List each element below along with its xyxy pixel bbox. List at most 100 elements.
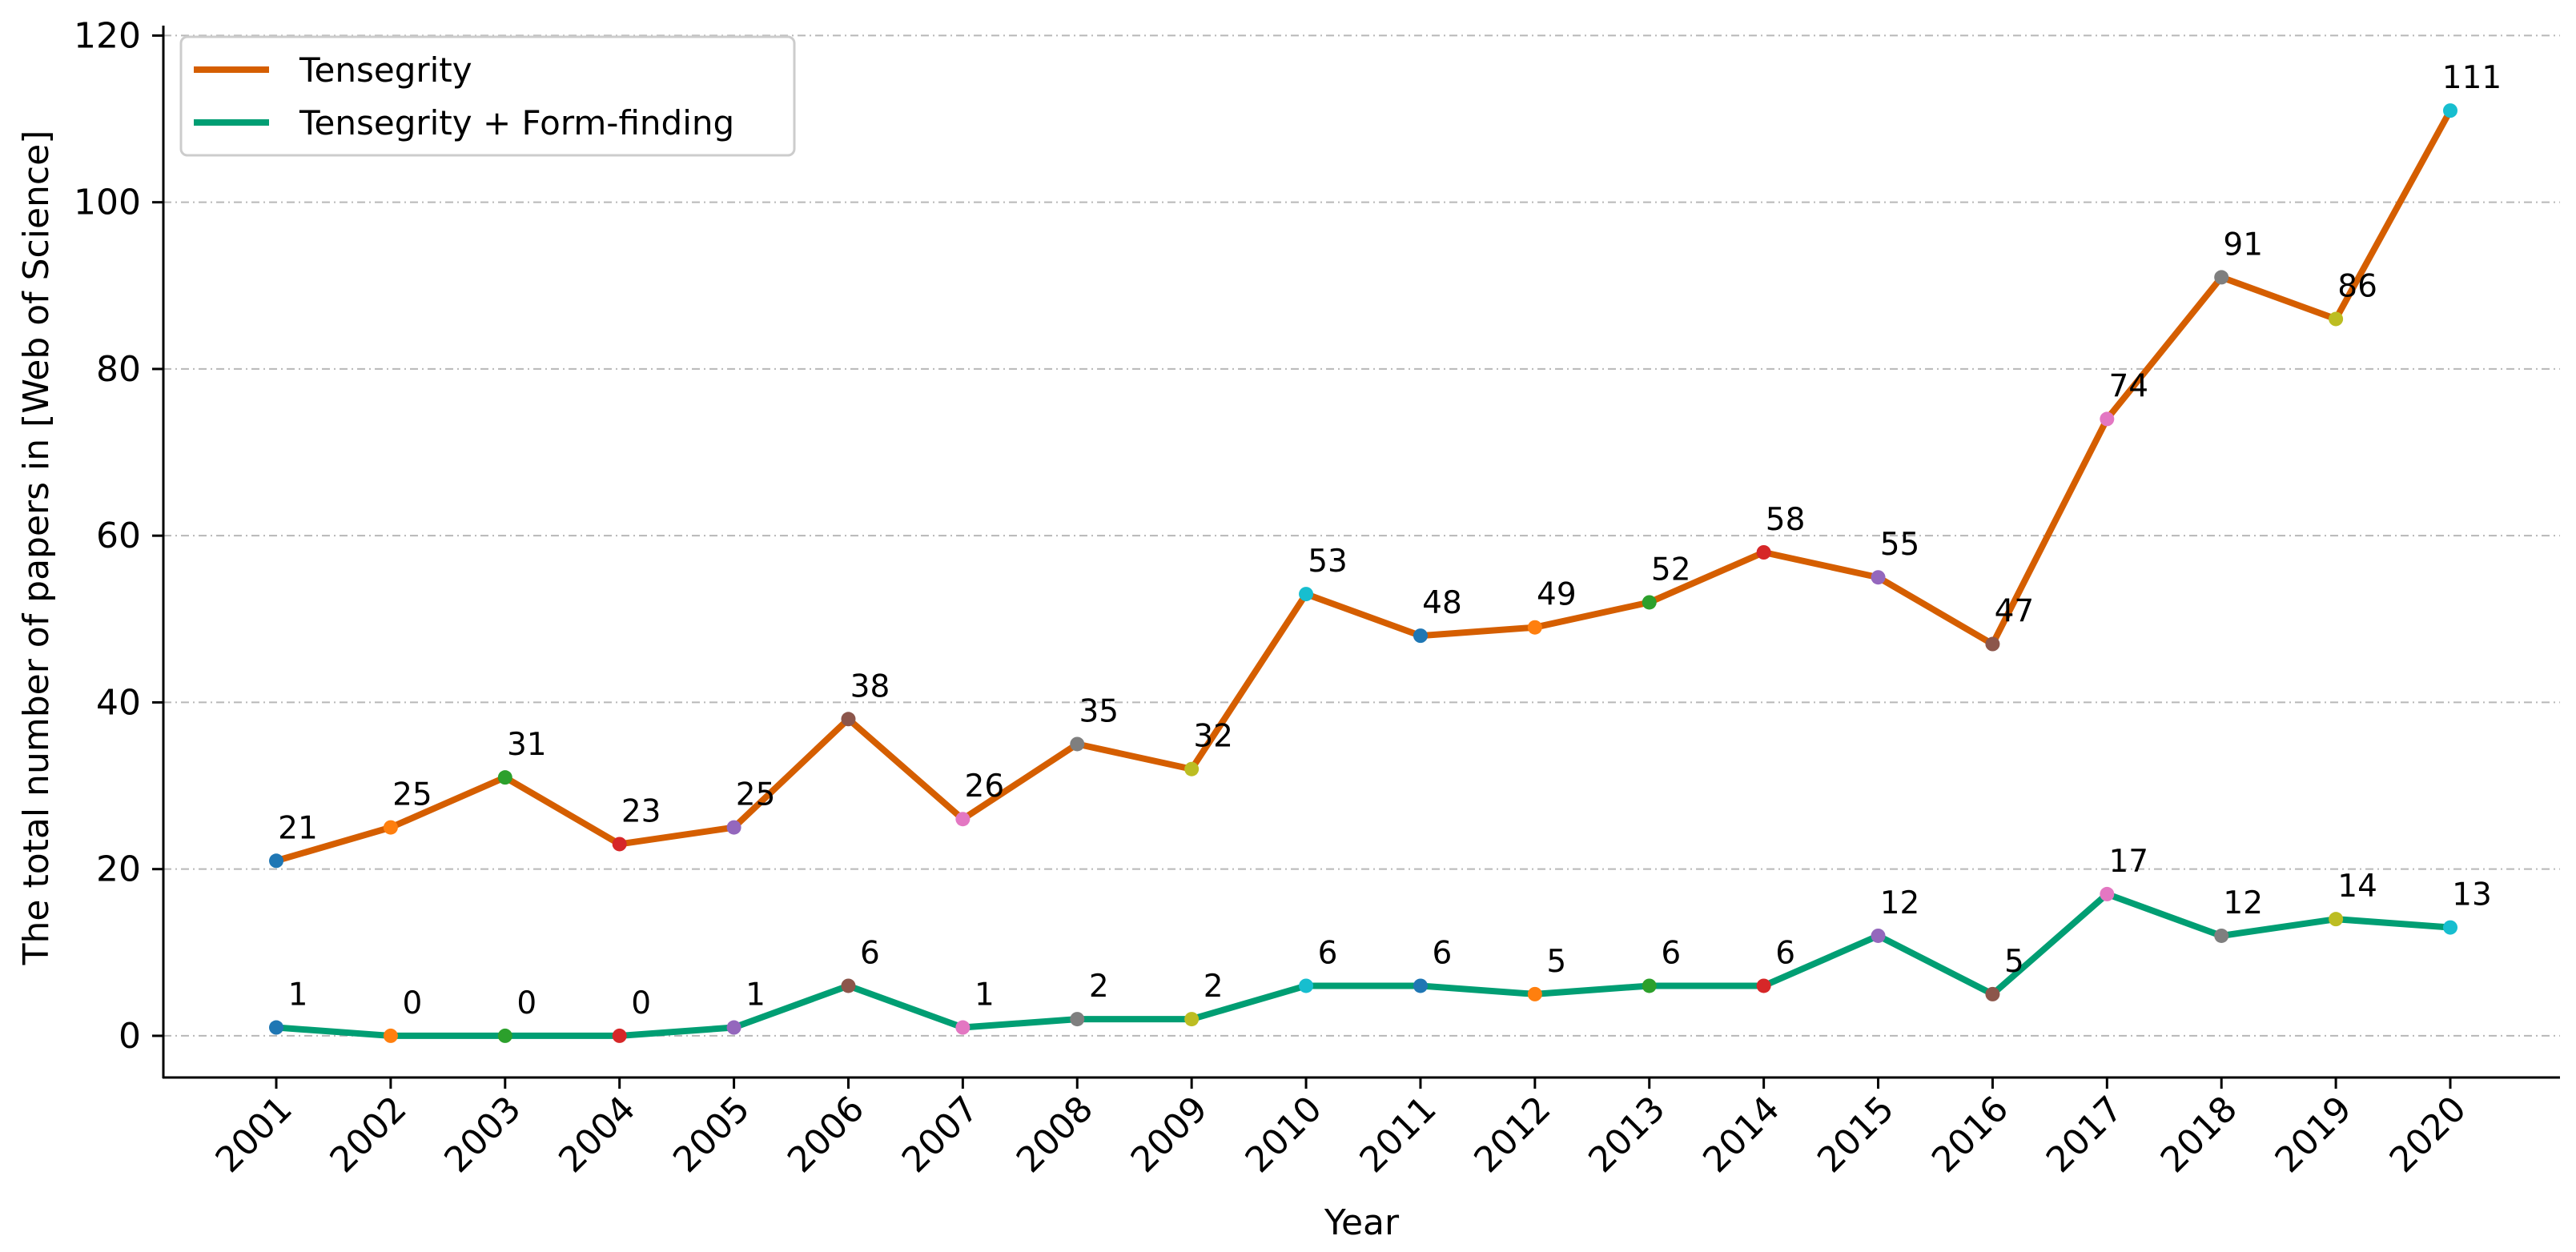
- data-label-tensegrity: 58: [1766, 502, 1806, 538]
- data-label-tensegrity: 31: [507, 727, 547, 763]
- data-label-tensegrity-form-finding: 0: [631, 985, 651, 1021]
- data-point-tensegrity-form-finding: [2100, 886, 2115, 901]
- y-tick-label: 0: [119, 1016, 141, 1057]
- data-label-tensegrity: 91: [2223, 227, 2263, 263]
- data-label-tensegrity-form-finding: 1: [745, 977, 766, 1013]
- x-tick-label: 2012: [1466, 1089, 1558, 1181]
- data-point-tensegrity-form-finding: [1642, 978, 1657, 993]
- y-tick-label: 80: [96, 349, 141, 390]
- x-tick-label: 2005: [665, 1089, 758, 1181]
- legend: Tensegrity Tensegrity + Form-finding: [179, 35, 796, 157]
- data-label-tensegrity-form-finding: 6: [1433, 935, 1453, 971]
- series: [269, 103, 2457, 1043]
- data-label-tensegrity: 26: [965, 768, 1005, 805]
- x-tick-label: 2013: [1581, 1089, 1673, 1181]
- data-label-tensegrity-form-finding: 17: [2108, 844, 2148, 880]
- y-tick-label: 100: [74, 183, 141, 223]
- data-point-tensegrity: [1070, 736, 1085, 752]
- data-point-tensegrity: [955, 812, 971, 827]
- data-point-tensegrity-form-finding: [497, 1028, 512, 1043]
- data-label-tensegrity-form-finding: 5: [1546, 944, 1566, 980]
- y-tick-label: 120: [74, 15, 141, 56]
- data-point-tensegrity-form-finding: [612, 1028, 627, 1043]
- data-point-tensegrity-form-finding: [1756, 978, 1771, 993]
- data-point-tensegrity: [1871, 570, 1886, 585]
- data-label-tensegrity: 23: [621, 793, 661, 829]
- x-tick-label: 2001: [208, 1089, 300, 1181]
- data-point-tensegrity-form-finding: [2214, 928, 2229, 943]
- x-tick-label: 2018: [2153, 1089, 2245, 1181]
- x-tick-label: 2008: [1009, 1089, 1101, 1181]
- data-point-tensegrity-form-finding: [1413, 978, 1428, 993]
- data-point-tensegrity: [612, 837, 627, 852]
- x-tick-label: 2017: [2039, 1089, 2131, 1181]
- data-point-tensegrity-form-finding: [1527, 986, 1542, 1001]
- x-axis-title: Year: [1324, 1202, 1400, 1243]
- data-label-tensegrity: 35: [1079, 693, 1119, 729]
- data-point-tensegrity: [2214, 270, 2229, 285]
- x-tick-label: 2002: [322, 1089, 414, 1181]
- x-tick-label: 2009: [1123, 1089, 1216, 1181]
- data-label-tensegrity-form-finding: 6: [1661, 935, 1681, 971]
- data-label-tensegrity: 86: [2337, 268, 2377, 304]
- data-label-tensegrity: 55: [1880, 527, 1920, 563]
- data-point-tensegrity-form-finding: [269, 1020, 283, 1035]
- legend-label-tensegrity: Tensegrity: [299, 50, 472, 90]
- x-tick-label: 2006: [780, 1089, 872, 1181]
- data-label-tensegrity: 52: [1651, 552, 1691, 588]
- data-point-tensegrity: [383, 820, 398, 835]
- data-label-tensegrity: 49: [1537, 577, 1577, 613]
- x-tick-label: 2004: [551, 1089, 643, 1181]
- data-point-tensegrity: [269, 853, 283, 869]
- data-label-tensegrity: 32: [1193, 719, 1233, 755]
- data-point-tensegrity: [726, 820, 741, 835]
- x-tick-label: 2010: [1238, 1089, 1330, 1181]
- x-tick-label: 2016: [1924, 1089, 2016, 1181]
- data-point-tensegrity: [2100, 411, 2115, 427]
- data-label-tensegrity-form-finding: 0: [516, 985, 536, 1021]
- x-tick-label: 2003: [436, 1089, 528, 1181]
- data-point-tensegrity-form-finding: [2443, 920, 2457, 935]
- data-point-tensegrity-form-finding: [1299, 978, 1314, 993]
- data-point-tensegrity-form-finding: [1871, 928, 1886, 943]
- legend-label-tensegrity-form-finding: Tensegrity + Form-finding: [299, 103, 734, 142]
- x-tick-label: 2015: [1810, 1089, 1902, 1181]
- data-label-tensegrity: 111: [2442, 60, 2502, 96]
- data-point-tensegrity: [1413, 628, 1428, 644]
- data-point-tensegrity-form-finding: [955, 1020, 971, 1035]
- data-label-tensegrity: 47: [1995, 594, 2035, 630]
- data-point-tensegrity: [1527, 620, 1542, 635]
- data-point-tensegrity: [1756, 545, 1771, 560]
- data-point-tensegrity-form-finding: [1985, 986, 2000, 1001]
- data-label-tensegrity-form-finding: 6: [860, 935, 880, 971]
- data-label-tensegrity: 21: [278, 810, 318, 846]
- data-point-tensegrity: [497, 770, 512, 785]
- x-tick-label: 2014: [1695, 1089, 1787, 1181]
- legend-frame: [179, 35, 796, 157]
- data-label-tensegrity-form-finding: 2: [1204, 969, 1224, 1005]
- x-tick-label: 2011: [1352, 1089, 1444, 1181]
- data-point-tensegrity: [2443, 103, 2457, 118]
- data-point-tensegrity: [841, 712, 856, 727]
- x-tick-label: 2007: [894, 1089, 987, 1181]
- data-point-tensegrity-form-finding: [1184, 1012, 1200, 1027]
- data-point-tensegrity: [1299, 587, 1314, 602]
- y-tick-label: 40: [96, 682, 141, 723]
- data-label-tensegrity: 74: [2108, 368, 2148, 404]
- series-line-tensegrity: [273, 107, 2453, 865]
- data-point-tensegrity-form-finding: [841, 978, 856, 993]
- grid: [163, 34, 2560, 1037]
- data-label-tensegrity-form-finding: 0: [402, 985, 422, 1021]
- data-point-tensegrity-form-finding: [383, 1028, 398, 1043]
- data-point-tensegrity-form-finding: [2329, 912, 2344, 927]
- data-point-tensegrity: [1642, 595, 1657, 610]
- data-label-tensegrity-form-finding: 1: [288, 977, 308, 1013]
- data-point-tensegrity-form-finding: [1070, 1012, 1085, 1027]
- data-label-tensegrity: 25: [736, 777, 776, 813]
- data-label-tensegrity-form-finding: 14: [2337, 869, 2377, 905]
- data-point-tensegrity-form-finding: [726, 1020, 741, 1035]
- data-label-tensegrity: 38: [850, 668, 890, 704]
- data-label-tensegrity-form-finding: 6: [1775, 935, 1795, 971]
- data-label-tensegrity-form-finding: 13: [2452, 877, 2492, 913]
